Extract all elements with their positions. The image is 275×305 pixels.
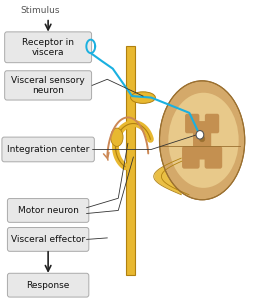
- FancyBboxPatch shape: [2, 137, 94, 162]
- Text: Receptor in
viscera: Receptor in viscera: [22, 38, 74, 57]
- Text: Integration center: Integration center: [7, 145, 89, 154]
- FancyBboxPatch shape: [185, 114, 199, 133]
- Text: Stimulus: Stimulus: [20, 6, 60, 15]
- FancyBboxPatch shape: [5, 71, 92, 100]
- Ellipse shape: [111, 128, 123, 146]
- Text: Response: Response: [26, 281, 70, 290]
- Circle shape: [196, 131, 204, 139]
- Bar: [126, 46, 135, 274]
- FancyBboxPatch shape: [193, 121, 211, 160]
- FancyBboxPatch shape: [5, 32, 92, 63]
- FancyBboxPatch shape: [7, 228, 89, 251]
- FancyBboxPatch shape: [7, 199, 89, 222]
- Text: Visceral sensory
neuron: Visceral sensory neuron: [11, 76, 85, 95]
- FancyBboxPatch shape: [205, 114, 219, 133]
- Ellipse shape: [131, 92, 155, 103]
- Text: Visceral effector: Visceral effector: [11, 235, 85, 244]
- Circle shape: [199, 136, 205, 142]
- Ellipse shape: [168, 93, 239, 188]
- FancyBboxPatch shape: [182, 146, 200, 169]
- Text: Motor neuron: Motor neuron: [18, 206, 79, 215]
- FancyBboxPatch shape: [7, 273, 89, 297]
- FancyBboxPatch shape: [205, 146, 222, 169]
- Ellipse shape: [160, 81, 245, 200]
